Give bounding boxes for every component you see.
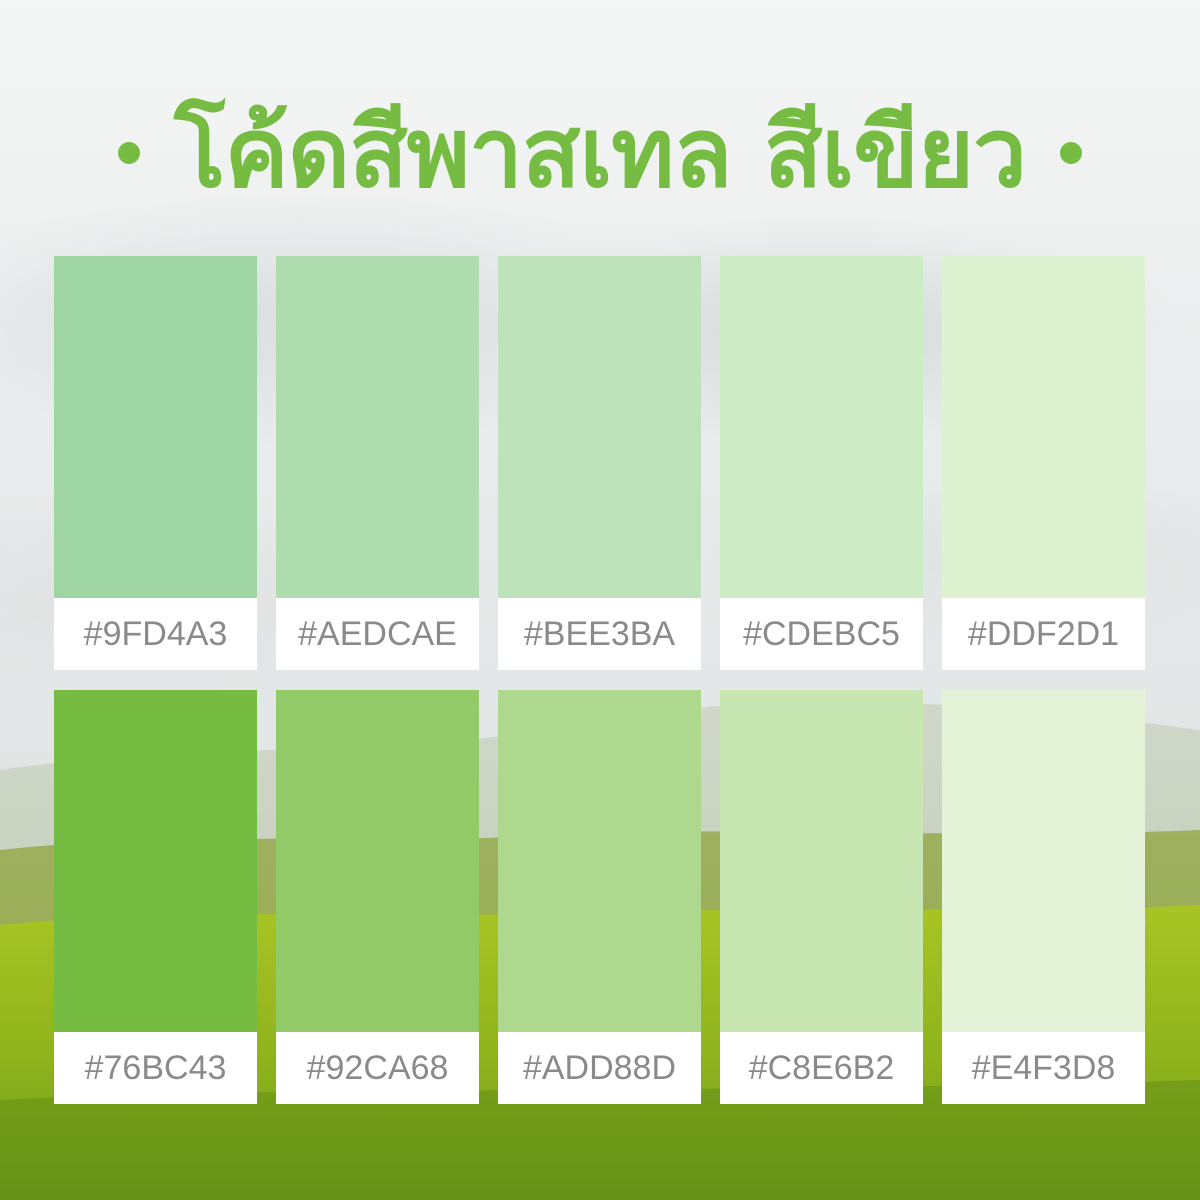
color-swatch: #76BC43 [54, 690, 257, 1104]
hex-code-label: #BEE3BA [498, 598, 701, 670]
color-chip [498, 256, 701, 598]
color-swatch: #CDEBC5 [720, 256, 923, 670]
title-left-dot [117, 142, 140, 164]
hex-code-label: #9FD4A3 [54, 598, 257, 670]
color-chip [54, 690, 257, 1032]
hex-code-label: #AEDCAE [276, 598, 479, 670]
color-chip [942, 690, 1145, 1032]
color-swatch: #9FD4A3 [54, 256, 257, 670]
color-chip [276, 690, 479, 1032]
hex-code-label: #DDF2D1 [942, 598, 1145, 670]
hex-code-label: #ADD88D [498, 1032, 701, 1104]
color-chip [720, 256, 923, 598]
hex-code-label: #92CA68 [276, 1032, 479, 1104]
page-title: โค้ดสีพาสเทล สีเขียว [0, 88, 1200, 218]
color-chip [54, 256, 257, 598]
color-swatch: #AEDCAE [276, 256, 479, 670]
color-swatch: #BEE3BA [498, 256, 701, 670]
hex-code-label: #C8E6B2 [720, 1032, 923, 1104]
color-swatch: #E4F3D8 [942, 690, 1145, 1104]
title-text: โค้ดสีพาสเทล สีเขียว [173, 97, 1027, 209]
swatch-grid: #9FD4A3 #AEDCAE #BEE3BA #CDEBC5 #DDF2D1 … [54, 256, 1146, 1104]
color-swatch: #92CA68 [276, 690, 479, 1104]
hex-code-label: #76BC43 [54, 1032, 257, 1104]
color-swatch: #DDF2D1 [942, 256, 1145, 670]
color-chip [276, 256, 479, 598]
hex-code-label: #E4F3D8 [942, 1032, 1145, 1104]
title-right-dot [1060, 142, 1083, 164]
color-swatch: #C8E6B2 [720, 690, 923, 1104]
color-chip [942, 256, 1145, 598]
hex-code-label: #CDEBC5 [720, 598, 923, 670]
color-swatch: #ADD88D [498, 690, 701, 1104]
color-chip [498, 690, 701, 1032]
color-chip [720, 690, 923, 1032]
